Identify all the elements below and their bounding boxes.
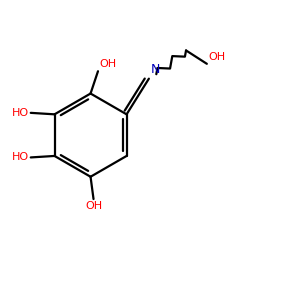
- Text: OH: OH: [85, 201, 102, 212]
- Text: HO: HO: [12, 108, 29, 118]
- Text: HO: HO: [12, 152, 29, 162]
- Text: OH: OH: [208, 52, 226, 62]
- Text: N: N: [150, 63, 160, 76]
- Text: OH: OH: [100, 59, 117, 69]
